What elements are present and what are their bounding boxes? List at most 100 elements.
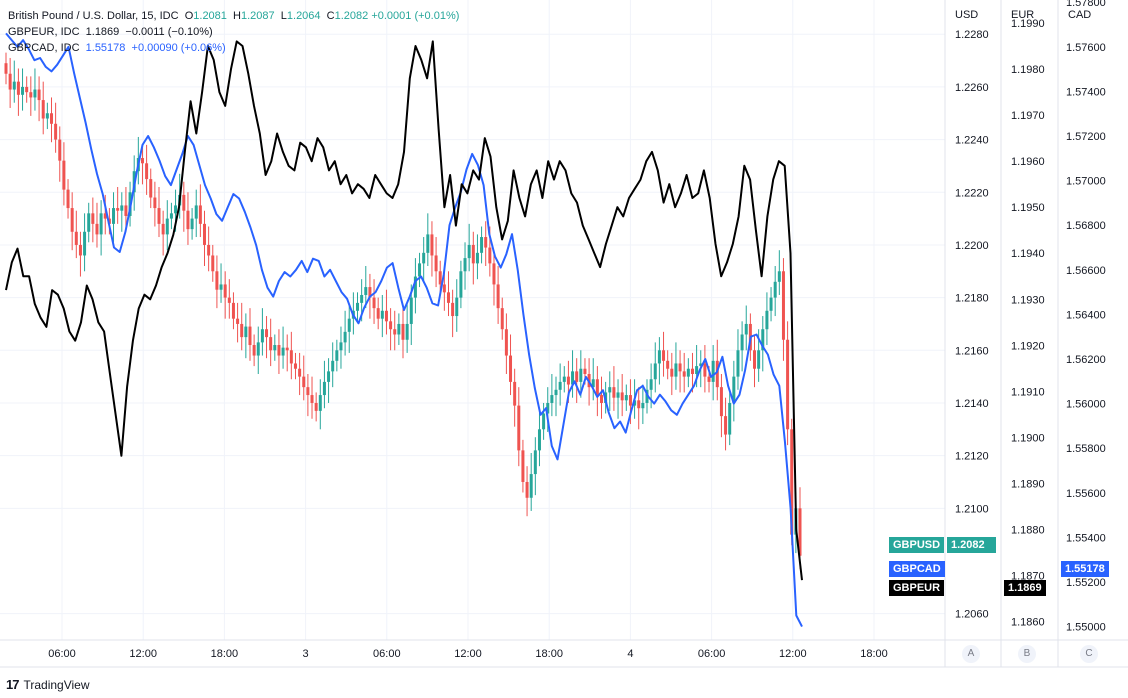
candle-body bbox=[384, 310, 388, 322]
candle-body bbox=[25, 86, 29, 93]
legend-usd-high: 1.2087 bbox=[240, 10, 275, 22]
candle-body bbox=[533, 450, 537, 475]
candle-body bbox=[95, 223, 99, 235]
legend: British Pound / U.S. Dollar, 15, IDC O1.… bbox=[8, 8, 459, 56]
candle-body bbox=[149, 179, 153, 198]
usd-tick-label: 1.2240 bbox=[955, 135, 989, 147]
candle-body bbox=[293, 363, 297, 369]
legend-usd-open: 1.2081 bbox=[193, 10, 227, 22]
candle-body bbox=[376, 308, 380, 319]
cad-tick-label: 1.55200 bbox=[1066, 577, 1106, 589]
cad-axis-mode-button[interactable]: C bbox=[1080, 645, 1098, 663]
candle-body bbox=[620, 392, 624, 401]
candle-body bbox=[434, 255, 438, 272]
candle-body bbox=[165, 218, 169, 235]
candle-body bbox=[62, 160, 66, 190]
candle-body bbox=[492, 263, 496, 285]
candle-body bbox=[99, 213, 103, 235]
candle-body bbox=[322, 381, 326, 396]
candle-body bbox=[728, 402, 732, 435]
cad-tick-label: 1.55400 bbox=[1066, 532, 1106, 544]
candle-body bbox=[757, 350, 761, 369]
candle-body bbox=[666, 360, 670, 369]
candle-body bbox=[54, 123, 58, 140]
candle-body bbox=[281, 347, 285, 356]
usd-axis: 1.2280 1.2260 1.2240 1.2220 1.2200 1.2180 1.21… bbox=[955, 29, 989, 620]
tradingview-logo[interactable]: 17 TradingView bbox=[6, 677, 90, 692]
cad-tick-label: 1.56800 bbox=[1066, 220, 1106, 232]
legend-cad-symbol: GBPCAD, IDC bbox=[8, 42, 80, 54]
legend-cad-value: 1.55178 bbox=[85, 42, 126, 54]
usd-tick-label: 1.2280 bbox=[955, 29, 989, 41]
time-tick-label: 12:00 bbox=[129, 648, 157, 660]
candle-body bbox=[571, 371, 575, 385]
candle-body bbox=[331, 360, 335, 372]
eur-axis: 1.1990 1.1980 1.1970 1.1960 1.1950 1.1940 1.19… bbox=[1011, 18, 1045, 629]
candle-body bbox=[182, 194, 186, 211]
cad-tick-label: 1.57800 bbox=[1066, 0, 1106, 9]
usd-tick-label: 1.2220 bbox=[955, 187, 989, 199]
candle-body bbox=[786, 339, 790, 430]
candle-body bbox=[537, 429, 541, 451]
time-tick-label: 3 bbox=[303, 648, 309, 660]
candle-body bbox=[70, 208, 74, 232]
candle-body bbox=[521, 450, 525, 482]
candle-body bbox=[198, 205, 202, 224]
candle-body bbox=[380, 310, 384, 319]
candle-body bbox=[240, 323, 244, 338]
candle-body bbox=[372, 297, 376, 309]
candle-body bbox=[583, 368, 587, 374]
cad-tick-label: 1.56400 bbox=[1066, 309, 1106, 321]
legend-eur-row: GBPEUR, IDC 1.1869 −0.0011 (−0.10%) bbox=[8, 24, 459, 40]
usd-axis-mode-button[interactable]: A bbox=[962, 645, 980, 663]
candle-body bbox=[190, 218, 194, 230]
candle-body bbox=[327, 371, 331, 382]
legend-usd-change: +0.0001 (+0.01%) bbox=[371, 10, 460, 22]
candle-body bbox=[566, 376, 570, 385]
candle-body bbox=[29, 92, 33, 98]
candle-body bbox=[773, 281, 777, 298]
candle-body bbox=[49, 113, 53, 124]
candle-body bbox=[641, 402, 645, 409]
candle-body bbox=[575, 371, 579, 382]
candle-body bbox=[426, 234, 430, 253]
usd-tick-label: 1.2160 bbox=[955, 345, 989, 357]
time-tick-label: 12:00 bbox=[454, 648, 482, 660]
candle-body bbox=[467, 244, 471, 259]
eur-tick-label: 1.1870 bbox=[1011, 571, 1045, 583]
candle-body bbox=[78, 244, 82, 256]
candle-body bbox=[579, 368, 583, 382]
candle-body bbox=[484, 237, 488, 248]
candle-body bbox=[463, 258, 467, 272]
cad-tick-label: 1.56200 bbox=[1066, 354, 1106, 366]
candle-body bbox=[777, 271, 781, 282]
candle-body bbox=[711, 360, 715, 382]
candle-body bbox=[360, 294, 364, 303]
eur-axis-mode-button[interactable]: B bbox=[1018, 645, 1036, 663]
candle-body bbox=[207, 244, 211, 256]
cad-tick-label: 1.56000 bbox=[1066, 399, 1106, 411]
candle-body bbox=[120, 205, 124, 211]
grid bbox=[0, 0, 945, 640]
candle-body bbox=[781, 271, 785, 340]
legend-usd-close: 1.2082 bbox=[334, 10, 369, 22]
legend-usd-low: 1.2064 bbox=[286, 10, 321, 22]
candle-body bbox=[91, 213, 95, 224]
eur-tick-label: 1.1970 bbox=[1011, 110, 1045, 122]
candle-body bbox=[285, 347, 289, 351]
gbpeur-badge-name: GBPEUR bbox=[889, 580, 945, 596]
candle-body bbox=[682, 371, 686, 377]
candle-body bbox=[724, 416, 728, 435]
candle-body bbox=[413, 276, 417, 298]
usd-tick-label: 1.2100 bbox=[955, 503, 989, 515]
eur-axis-title: EUR bbox=[1011, 9, 1035, 21]
candle-body bbox=[600, 395, 603, 403]
cad-tick-label: 1.56600 bbox=[1066, 265, 1106, 277]
candle-body bbox=[442, 284, 446, 293]
candle-body bbox=[16, 81, 20, 95]
tradingview-logo-icon: 17 bbox=[6, 677, 20, 692]
gbpcad-badge-value: 1.55178 bbox=[1061, 561, 1109, 577]
cad-tick-label: 1.57400 bbox=[1066, 86, 1106, 98]
candle-body bbox=[66, 189, 70, 209]
